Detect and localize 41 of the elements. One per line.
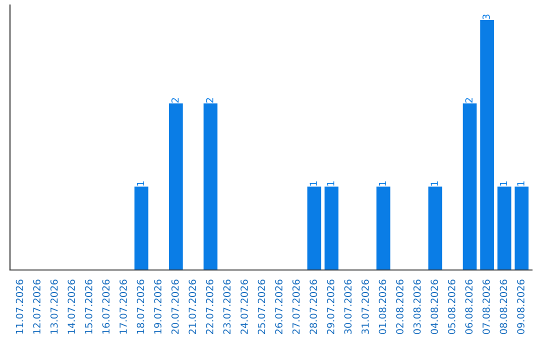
data-label: 1: [500, 181, 508, 186]
data-label: 1: [327, 181, 334, 186]
x-tick-label: 12.07.2026: [33, 280, 40, 334]
x-tick-label: 28.07.2026: [310, 280, 318, 334]
x-tick-label: 17.07.2026: [120, 280, 127, 334]
data-label: 1: [378, 181, 386, 186]
x-tick-label: 08.08.2026: [500, 280, 508, 334]
data-label: 3: [482, 14, 490, 20]
data-label: 1: [136, 181, 144, 186]
x-tick-label: 15.07.2026: [84, 280, 92, 334]
data-label: 2: [465, 98, 472, 103]
x-tick-label: 18.07.2026: [136, 280, 144, 334]
x-tick-label: 23.07.2026: [223, 280, 231, 334]
x-tick-label: 31.07.2026: [362, 280, 369, 334]
x-tick-label: 26.07.2026: [275, 280, 282, 334]
x-tick-label: 25.07.2026: [258, 280, 266, 334]
x-tick-label: 11.07.2026: [16, 280, 24, 334]
x-tick-label: 01.08.2026: [378, 280, 386, 334]
x-tick-label: 27.07.2026: [292, 280, 300, 334]
x-tick-label: 22.07.2026: [206, 280, 214, 334]
data-label: 1: [430, 181, 438, 186]
data-label: 1: [517, 181, 524, 186]
x-tick-label: 14.07.2026: [68, 280, 76, 334]
x-tick-label: 07.08.2026: [482, 280, 490, 334]
x-tick-label: 03.08.2026: [413, 280, 421, 334]
data-label: 2: [171, 98, 179, 103]
x-tick-label: 16.07.2026: [102, 280, 110, 334]
x-tick-label: 29.07.2026: [326, 280, 334, 334]
x-tick-label: 20.07.2026: [171, 280, 179, 334]
x-tick-label: 02.08.2026: [396, 280, 404, 334]
x-tick-label: 05.08.2026: [448, 280, 456, 334]
x-tick-label: 04.08.2026: [430, 280, 438, 334]
x-tick-label: 24.07.2026: [240, 280, 248, 334]
x-tick-label: 06.08.2026: [465, 280, 473, 334]
x-tick-label: 21.07.2026: [188, 280, 196, 334]
x-tick-label: 09.08.2026: [517, 280, 524, 334]
data-label: 2: [206, 98, 214, 103]
x-tick-label: 19.07.2026: [154, 280, 162, 334]
x-tick-label: 13.07.2026: [50, 280, 58, 334]
x-tick-label: 30.07.2026: [344, 280, 352, 334]
data-label: 1: [310, 181, 317, 186]
